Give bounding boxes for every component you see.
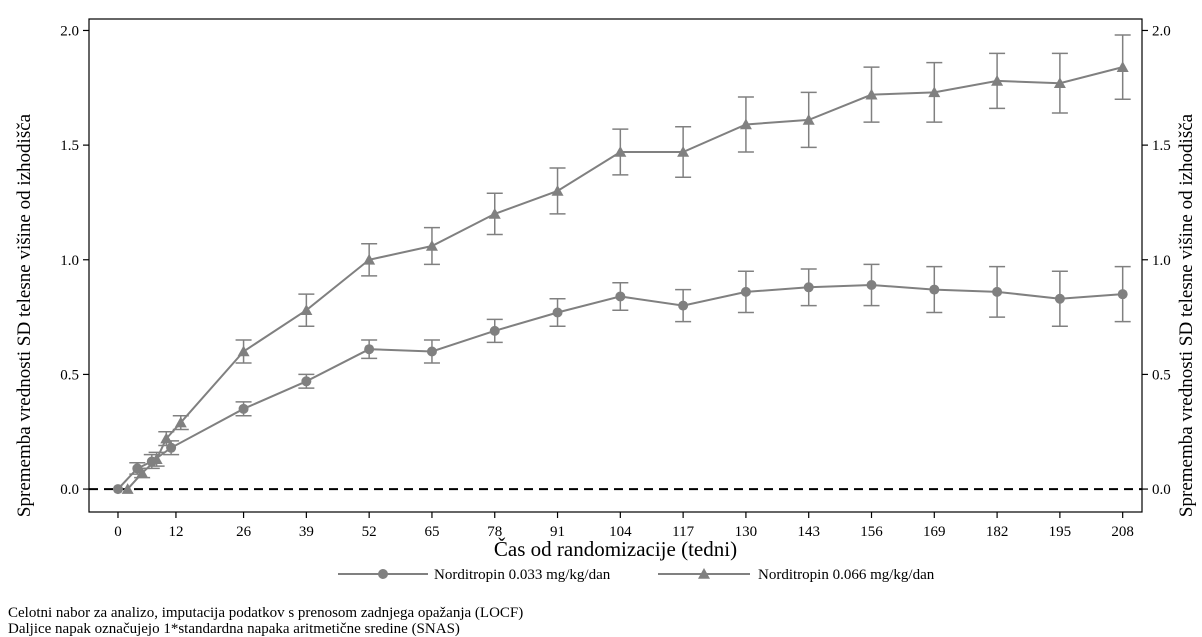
y-tick-label-left: 1.0 <box>60 253 79 269</box>
series-0066-point <box>802 113 815 125</box>
x-tick-label: 0 <box>114 524 122 540</box>
series-0033-point <box>740 286 751 297</box>
y-tick-label-left: 0.5 <box>60 367 79 383</box>
x-tick-label: 117 <box>672 524 694 540</box>
series-0033-point <box>552 307 563 318</box>
legend-0066-label: Norditropin 0.066 mg/kg/dan <box>758 567 935 583</box>
y-tick-label-right: 1.5 <box>1152 138 1171 154</box>
legend-0033-marker <box>378 569 388 579</box>
series-0066-point <box>136 467 149 478</box>
series-0066-point <box>1053 77 1066 89</box>
y-tick-label-right: 0.5 <box>1152 367 1171 383</box>
series-0066-point <box>300 304 313 316</box>
series-0033-line <box>117 283 1123 490</box>
legend-0033-label: Norditropin 0.033 mg/kg/dan <box>434 567 611 583</box>
series-0033-point <box>803 282 814 293</box>
series-0066-point <box>488 207 501 219</box>
series-0066-point <box>160 432 173 444</box>
footnote-error-bars: Daljice napak označujejo 1*standardna na… <box>8 621 460 637</box>
plot-frame <box>88 18 1143 513</box>
series-0066-point <box>237 345 250 357</box>
series-0066-point <box>677 145 690 157</box>
series-0066-point <box>363 253 376 265</box>
x-tick-label: 169 <box>923 524 946 540</box>
x-axis-title: Čas od randomizacije (tedni) <box>494 537 737 561</box>
y-tick-label-right: 2.0 <box>1152 23 1171 39</box>
y-tick-label-right: 1.0 <box>1152 253 1171 269</box>
series-0033-point <box>1117 289 1128 300</box>
series-0033-point <box>301 376 312 387</box>
series-0033-point <box>112 484 123 495</box>
series-0066-point <box>928 86 941 98</box>
y-tick-label-left: 0.0 <box>60 482 79 498</box>
x-tick-label: 78 <box>487 524 502 540</box>
x-tick-label: 65 <box>424 524 439 540</box>
y-tick-label-left: 1.5 <box>60 138 79 154</box>
series-0033-point <box>166 442 177 453</box>
series-0033-point <box>426 346 437 357</box>
legend-0066-marker <box>698 568 710 579</box>
series-0066-point <box>150 453 163 465</box>
series-0066-line <box>126 66 1123 490</box>
series-0066-point <box>425 240 438 251</box>
y-axis-title-left: Sprememba vrednosti SD telesne višine od… <box>14 113 35 517</box>
series-0033-point <box>489 325 500 336</box>
series-0033-point <box>1054 293 1065 304</box>
series-0066-point <box>991 74 1004 86</box>
y-tick-label-right: 0.0 <box>1152 482 1171 498</box>
series-0066-point <box>865 88 878 100</box>
series-0066-point <box>1116 61 1129 72</box>
x-tick-label: 156 <box>860 524 883 540</box>
series-0033-point <box>238 403 249 414</box>
x-tick-label: 143 <box>797 524 820 540</box>
x-tick-label: 52 <box>362 524 377 540</box>
series-0066-point <box>174 416 187 428</box>
series-0033-point <box>866 279 877 290</box>
y-axis-title-right: Sprememba vrednosti SD telesne višine od… <box>1176 113 1197 517</box>
series-0066-point <box>739 118 752 130</box>
series-0033-point <box>929 284 940 295</box>
series-0066-point <box>551 184 564 196</box>
x-tick-label: 130 <box>735 524 758 540</box>
x-tick-label: 91 <box>550 524 565 540</box>
chart: 0.0 0.0 0.5 0.5 1.0 1.0 1.5 1.5 2.0 2.0 0 12 26 39 52 6… <box>14 18 1197 583</box>
y-tick-label-left: 2.0 <box>60 23 79 39</box>
series-0033-point <box>364 344 375 355</box>
footnote-analysis-set: Celotni nabor za analizo, imputacija pod… <box>8 605 524 621</box>
series-0033-point <box>992 286 1003 297</box>
x-tick-label: 208 <box>1111 524 1134 540</box>
series-0066-point <box>121 483 134 494</box>
x-tick-label: 195 <box>1049 524 1072 540</box>
x-tick-label: 182 <box>986 524 1009 540</box>
x-tick-label: 26 <box>236 524 252 540</box>
x-tick-label: 104 <box>609 524 632 540</box>
series-0066-point <box>614 145 627 157</box>
x-tick-label: 12 <box>168 524 183 540</box>
series-0033-point <box>615 291 626 302</box>
series-0033-point <box>678 300 689 311</box>
x-tick-label: 39 <box>299 524 314 540</box>
